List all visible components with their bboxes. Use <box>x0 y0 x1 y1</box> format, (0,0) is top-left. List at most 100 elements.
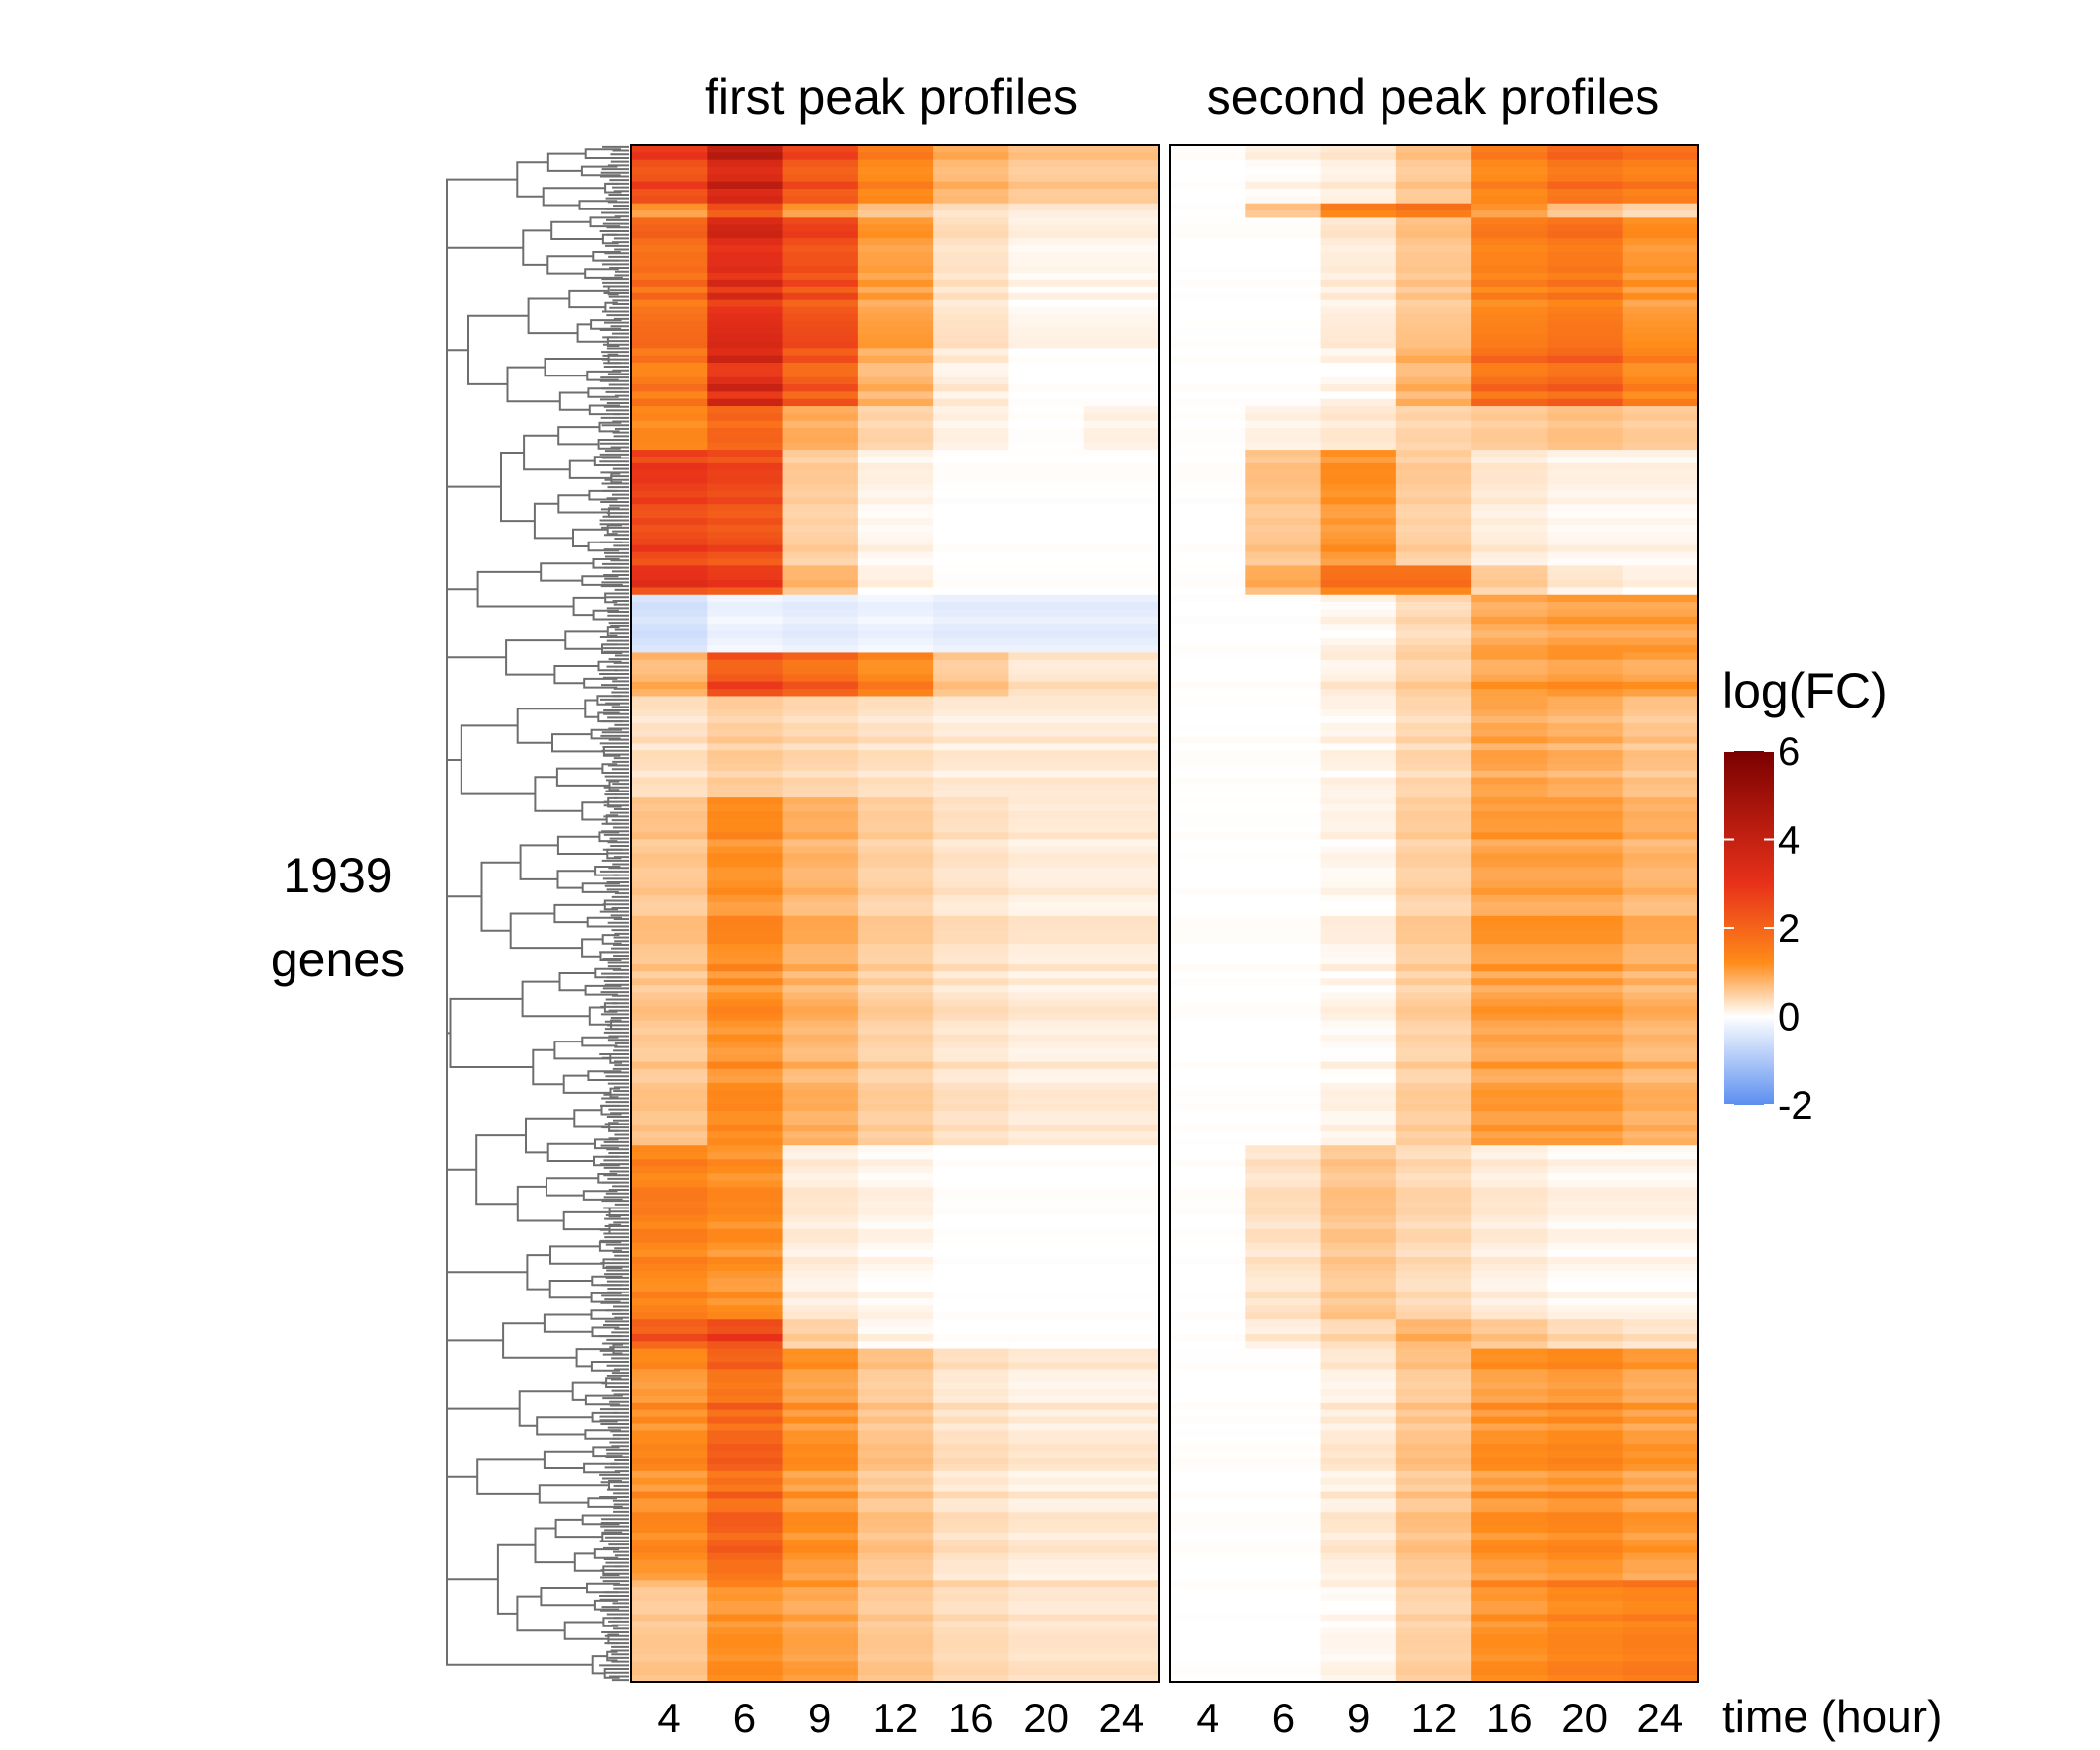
heatmap-cell <box>857 1594 934 1602</box>
heatmap-cell <box>857 152 934 161</box>
x-tick-label: 12 <box>1411 1695 1458 1741</box>
heatmap-cell <box>1008 1600 1085 1609</box>
heatmap-cell <box>857 1369 934 1376</box>
heatmap-cell <box>1245 609 1322 618</box>
heatmap-cell <box>933 538 1010 546</box>
heatmap-cell <box>782 363 859 371</box>
heatmap-cell <box>782 791 859 798</box>
heatmap-cell <box>1008 1235 1085 1244</box>
heatmap-cell <box>1622 355 1699 364</box>
heatmap-cell <box>933 978 1010 986</box>
heatmap-cell <box>1547 483 1624 492</box>
heatmap-cell <box>933 757 1010 765</box>
heatmap-cell <box>782 238 859 246</box>
heatmap-cell <box>1622 1532 1699 1541</box>
heatmap-cell <box>782 1395 859 1404</box>
heatmap-cell <box>1622 992 1699 1000</box>
heatmap-cell <box>1008 659 1085 668</box>
heatmap-cell <box>1083 722 1160 731</box>
heatmap-cell <box>707 1194 784 1203</box>
heatmap-cell <box>631 689 708 698</box>
heatmap-cell <box>1170 1201 1246 1209</box>
heatmap-cell <box>1547 551 1624 560</box>
heatmap-cell <box>1471 832 1549 840</box>
heatmap-cell <box>933 1201 1010 1209</box>
heatmap-cell <box>782 832 859 840</box>
heatmap-cell <box>707 1278 784 1286</box>
heatmap-cell <box>1245 1201 1322 1209</box>
heatmap-cell <box>1245 985 1322 993</box>
heatmap-cell <box>782 929 859 938</box>
heatmap-cell <box>707 1505 784 1513</box>
heatmap-cell <box>1547 1607 1624 1616</box>
heatmap-cell <box>1471 846 1549 855</box>
heatmap-cell <box>1395 839 1472 848</box>
heatmap-cell <box>933 729 1010 738</box>
heatmap-cell <box>1245 1054 1322 1063</box>
heatmap-cell <box>857 504 934 512</box>
heatmap-cell <box>631 1256 708 1265</box>
heatmap-cell <box>1622 341 1699 349</box>
heatmap-cell <box>1083 1526 1160 1534</box>
heatmap-cell <box>1083 1111 1160 1119</box>
heatmap-cell <box>933 1061 1010 1070</box>
heatmap-cell <box>1083 1068 1160 1077</box>
heatmap-cell <box>631 602 708 611</box>
heatmap-cell <box>1547 1027 1624 1036</box>
heatmap-cell <box>1170 363 1246 371</box>
dendrogram-branch <box>446 1407 520 1478</box>
heatmap-cell <box>1622 630 1699 639</box>
heatmap-cell <box>1083 217 1160 225</box>
heatmap-cell <box>1320 825 1397 833</box>
heatmap-cell <box>631 1298 708 1306</box>
heatmap-cell <box>707 624 784 632</box>
heatmap-cell <box>857 839 934 848</box>
heatmap-cell <box>1547 1096 1624 1105</box>
heatmap-cell <box>631 1587 708 1595</box>
heatmap-cell <box>1622 1566 1699 1574</box>
heatmap-cell <box>1471 272 1549 281</box>
heatmap-cell <box>782 292 859 301</box>
heatmap-cell <box>1547 217 1624 225</box>
heatmap-cell <box>1622 1627 1699 1635</box>
heatmap-cell <box>1547 245 1624 253</box>
heatmap-cell <box>1008 894 1085 903</box>
heatmap-cell <box>1320 1654 1397 1663</box>
heatmap-cell <box>1622 971 1699 979</box>
heatmap-cell <box>933 327 1010 336</box>
heatmap-cell <box>1008 674 1085 683</box>
heatmap-cell <box>1395 384 1472 392</box>
heatmap-cell <box>1622 777 1699 786</box>
heatmap-cell <box>1471 770 1549 779</box>
heatmap-cell <box>1622 518 1699 526</box>
heatmap-cell <box>1622 306 1699 315</box>
heatmap-cell <box>1547 594 1624 603</box>
heatmap-cell <box>707 272 784 281</box>
heatmap-cell <box>1170 825 1246 833</box>
heatmap-cell <box>1395 804 1472 812</box>
heatmap-cell <box>1622 1573 1699 1581</box>
heatmap-cell <box>1083 1552 1160 1561</box>
heatmap-cell <box>1008 504 1085 512</box>
heatmap-cell <box>1547 757 1624 765</box>
heatmap-cell <box>1547 1640 1624 1649</box>
heatmap-cell <box>1395 791 1472 798</box>
heatmap-cell <box>1547 1552 1624 1561</box>
heatmap-cell <box>857 196 934 205</box>
heatmap-cell <box>933 1661 1010 1669</box>
heatmap-cell <box>1245 363 1322 371</box>
heatmap-cell <box>1395 825 1472 833</box>
heatmap-cell <box>707 1545 784 1554</box>
heatmap-cell <box>1008 825 1085 833</box>
heatmap-cell <box>1008 709 1085 717</box>
heatmap-cell <box>1471 1034 1549 1042</box>
heatmap-cell <box>1170 1341 1246 1350</box>
heatmap-cell <box>1320 645 1397 654</box>
heatmap-cell <box>1395 616 1472 625</box>
heatmap-cell <box>1395 435 1472 444</box>
heatmap-cell <box>857 964 934 972</box>
heatmap-cell <box>1170 689 1246 698</box>
heatmap-cell <box>1320 722 1397 731</box>
heatmap-cell <box>1245 1423 1322 1432</box>
heatmap-cell <box>1170 1559 1246 1568</box>
